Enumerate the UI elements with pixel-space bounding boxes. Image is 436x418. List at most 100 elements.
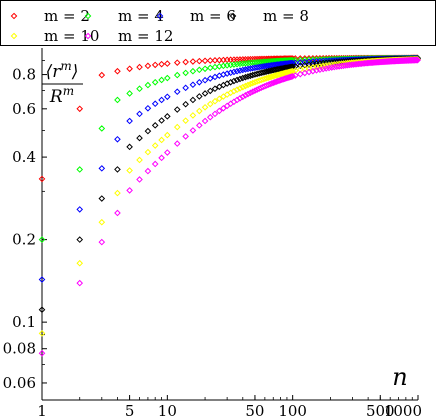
data-point — [292, 59, 299, 67]
data-point — [158, 154, 165, 162]
data-point — [114, 166, 121, 173]
data-point — [216, 95, 223, 103]
data-point — [268, 73, 275, 80]
data-point — [38, 349, 46, 357]
data-point — [182, 69, 189, 77]
legend-label: m = 8 — [263, 7, 309, 25]
data-point — [216, 107, 223, 115]
legend-label: m = 12 — [118, 27, 173, 45]
data-point — [189, 112, 197, 119]
data-point — [236, 56, 244, 63]
data-point — [287, 73, 294, 81]
data-point — [76, 166, 84, 173]
data-point — [173, 71, 181, 79]
data-point — [242, 73, 249, 81]
data-point — [114, 67, 121, 75]
data-point — [98, 125, 106, 132]
data-point — [38, 330, 46, 337]
legend-label: m = 2 — [44, 7, 90, 25]
y-label-denominator: Rm — [49, 84, 74, 107]
data-point — [211, 110, 219, 118]
data-point — [98, 195, 106, 202]
x-axis-label: n — [392, 363, 407, 391]
data-point — [316, 66, 324, 73]
data-point — [114, 96, 121, 104]
data-point — [144, 81, 152, 89]
legend-frame — [0, 0, 436, 46]
data-point — [239, 93, 247, 101]
data-point — [126, 90, 133, 97]
data-point — [242, 56, 249, 63]
y-tick-label: 0.2 — [12, 231, 36, 249]
data-point — [233, 60, 241, 68]
data-point — [144, 167, 152, 175]
data-point — [164, 113, 171, 120]
x-tick-label: 100 — [278, 402, 307, 418]
x-tick-label: 50 — [245, 402, 264, 418]
data-point — [126, 187, 133, 194]
data-point — [265, 74, 272, 81]
data-point — [126, 117, 133, 125]
data-point — [144, 148, 152, 156]
legend-marker — [229, 12, 237, 20]
data-point — [316, 62, 324, 70]
x-tick-label: 500 — [366, 402, 395, 418]
data-point — [182, 117, 189, 124]
data-point — [268, 80, 275, 87]
data-point — [173, 140, 181, 147]
legend-marker — [84, 12, 92, 20]
data-point — [236, 85, 244, 92]
y-tick-label: 0.4 — [12, 148, 36, 166]
data-point — [247, 80, 254, 88]
data-point — [38, 175, 46, 183]
data-point — [239, 56, 247, 63]
data-point — [164, 60, 171, 67]
data-point — [230, 68, 238, 76]
series-10 — [38, 56, 422, 337]
data-point — [249, 88, 257, 96]
data-point — [223, 70, 231, 77]
data-point — [211, 57, 219, 64]
data-point — [164, 149, 171, 156]
x-tick-label: 10 — [158, 402, 177, 418]
data-point — [414, 56, 422, 64]
data-point — [151, 61, 159, 69]
data-point — [233, 86, 241, 94]
data-point — [126, 167, 133, 174]
data-point — [144, 62, 152, 70]
data-point — [189, 81, 197, 89]
data-point — [76, 236, 84, 243]
x-tick-label: 5 — [125, 402, 135, 418]
data-point — [239, 66, 247, 74]
data-point — [136, 63, 143, 71]
legend: m = 2 m = 4 m = 6 m = 8 m = 10 m = 12 — [0, 0, 436, 46]
data-point — [164, 93, 171, 101]
data-point — [114, 209, 121, 217]
data-point — [158, 136, 165, 144]
data-point — [328, 64, 336, 71]
data-point — [313, 67, 320, 74]
data-point — [292, 72, 299, 79]
data-point — [173, 59, 181, 66]
data-point — [164, 74, 171, 82]
data-point — [38, 236, 46, 243]
data-point — [98, 218, 106, 226]
data-point — [201, 103, 209, 111]
data-point — [206, 100, 214, 108]
data-point — [136, 176, 143, 183]
data-point — [242, 82, 249, 90]
y-tick-label: 0.6 — [12, 100, 36, 118]
data-point — [76, 105, 84, 113]
legend-label: m = 10 — [44, 27, 99, 45]
y-tick-label: 0.8 — [12, 66, 36, 84]
series-6 — [38, 55, 422, 283]
y-tick-label: 0.06 — [3, 374, 36, 392]
data-point — [233, 67, 241, 75]
legend-marker — [10, 12, 18, 20]
data-point — [189, 127, 197, 134]
data-point — [196, 57, 203, 65]
data-point — [196, 107, 203, 115]
data-point — [173, 106, 181, 113]
data-point — [98, 238, 106, 246]
